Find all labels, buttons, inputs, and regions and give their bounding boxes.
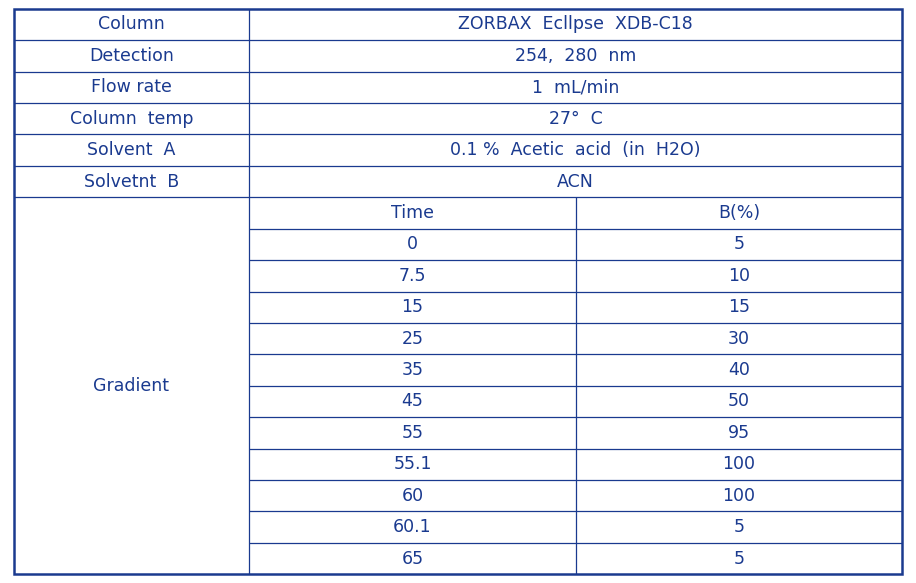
Text: 15: 15 (728, 298, 750, 316)
Text: Solvetnt  B: Solvetnt B (84, 173, 180, 191)
Text: 5: 5 (734, 236, 745, 254)
Text: Gradient: Gradient (93, 377, 169, 395)
Text: 40: 40 (728, 361, 750, 379)
Text: Flow rate: Flow rate (91, 78, 172, 96)
Text: Detection: Detection (89, 47, 174, 65)
Text: ACN: ACN (557, 173, 594, 191)
Text: 5: 5 (734, 550, 745, 567)
Text: Solvent  A: Solvent A (87, 141, 176, 159)
Text: ZORBAX  Ecllpse  XDB-C18: ZORBAX Ecllpse XDB-C18 (458, 16, 693, 33)
Text: Column  temp: Column temp (70, 110, 193, 128)
Text: 45: 45 (401, 392, 423, 410)
Text: 100: 100 (723, 455, 756, 473)
Text: 60: 60 (401, 487, 423, 505)
Text: 35: 35 (401, 361, 423, 379)
Text: 60.1: 60.1 (393, 518, 431, 536)
Text: 55: 55 (401, 424, 423, 442)
Text: 15: 15 (401, 298, 423, 316)
Text: Column: Column (98, 16, 165, 33)
Text: 27°  C: 27° C (549, 110, 603, 128)
Text: B(%): B(%) (718, 204, 760, 222)
Text: 1  mL/min: 1 mL/min (532, 78, 619, 96)
Text: 25: 25 (401, 329, 423, 347)
Text: 95: 95 (728, 424, 750, 442)
Text: 254,  280  nm: 254, 280 nm (515, 47, 637, 65)
Text: 100: 100 (723, 487, 756, 505)
Text: 55.1: 55.1 (393, 455, 431, 473)
Text: 10: 10 (728, 267, 750, 285)
Text: 7.5: 7.5 (398, 267, 426, 285)
Text: Time: Time (391, 204, 434, 222)
Text: 65: 65 (401, 550, 423, 567)
Text: 30: 30 (728, 329, 750, 347)
Text: 5: 5 (734, 518, 745, 536)
Text: 0: 0 (407, 236, 418, 254)
Text: 0.1 %  Acetic  acid  (in  H2O): 0.1 % Acetic acid (in H2O) (451, 141, 701, 159)
Text: 50: 50 (728, 392, 750, 410)
